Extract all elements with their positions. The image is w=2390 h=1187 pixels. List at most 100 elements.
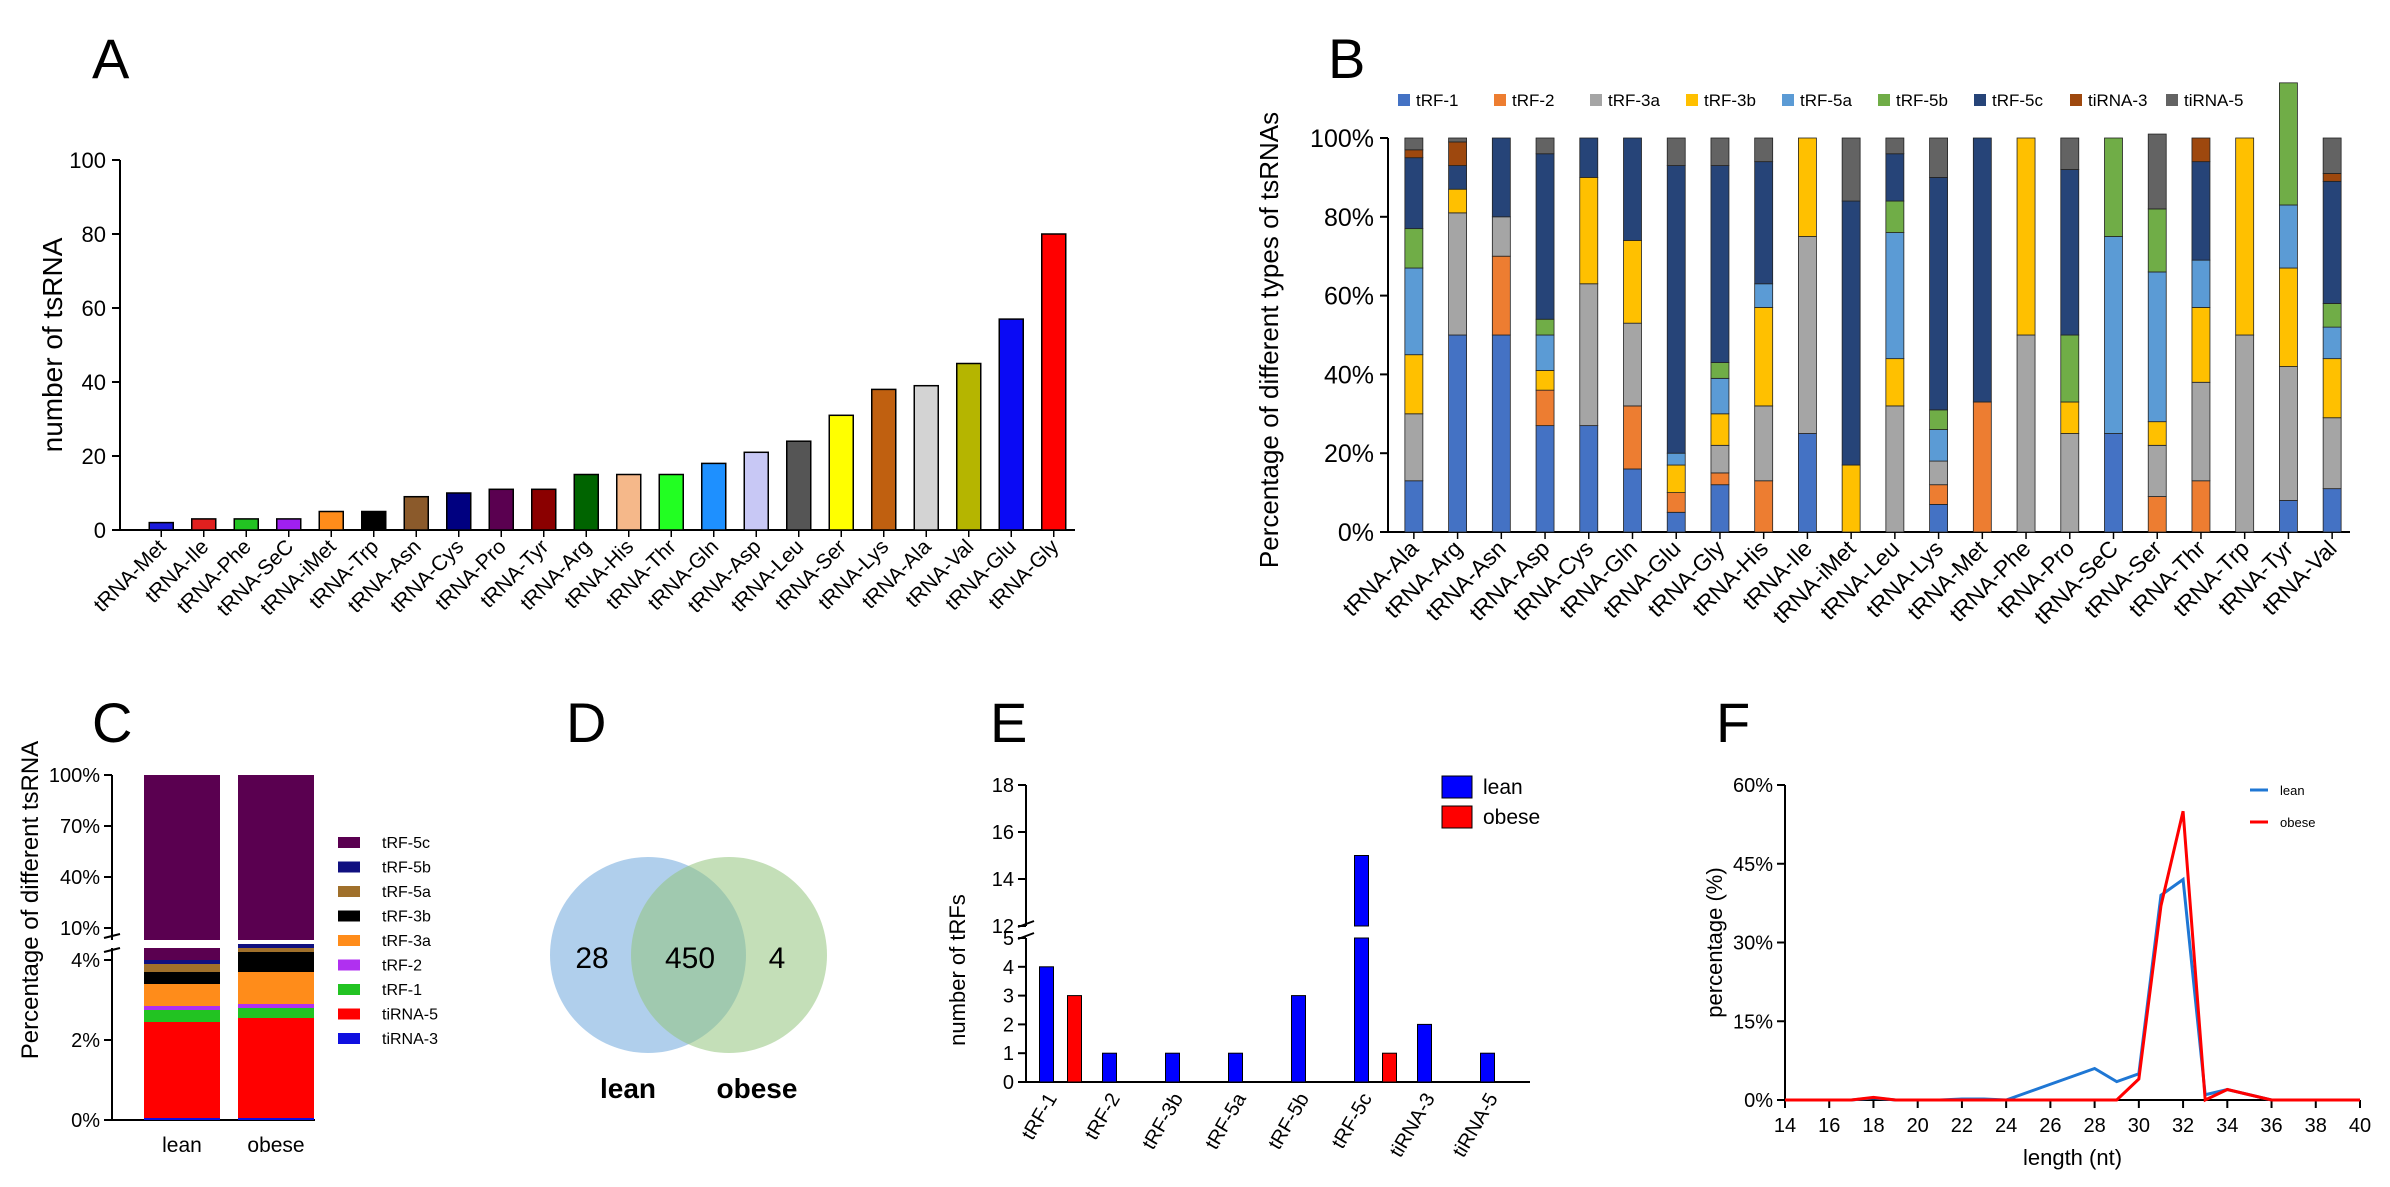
x-tick-label: tiRNA-3 [1386,1090,1440,1162]
y-tick-label: 20% [1324,440,1374,468]
stack-segment [144,984,220,1006]
stack-segment [1666,452,1686,466]
stack-segment [1798,433,1817,533]
stack-segment [1710,484,1730,533]
legend-swatch [1782,94,1794,106]
stack-segment [1623,405,1642,470]
y-axis-title: number of tsRNA [37,237,68,452]
panel-f: 0% 15% 30% 45% 60% 14 16 18 20 22 24 26 28 30 32 34 36 38… [1702,775,2371,1170]
x-tick-label: 24 [1995,1115,2017,1137]
legend-swatch [338,984,360,995]
stack-segment [1929,429,1948,462]
stack-segment [1491,216,1511,257]
panel-d: 28 450 4 lean obese [550,857,827,1104]
bar [361,510,387,531]
panel-label-a: A [92,27,130,90]
stack-segment [2147,496,2167,533]
stack-segment [144,948,220,960]
y-tick-label: 40% [1324,361,1374,389]
stack-segment [2191,307,2211,383]
bar [1039,966,1054,1083]
bar [488,488,514,531]
stack-segment [238,952,314,972]
x-tick-label: 28 [2083,1115,2105,1137]
stack-segment [1754,480,1774,533]
x-tick-label: 30 [2128,1115,2150,1137]
bar [743,451,769,531]
panel-a: 020406080100tRNA-MettRNA-IletRNA-PhetRNA… [37,148,1075,621]
bar [403,495,429,531]
stack-segment [1710,444,1730,474]
legend-swatch [2166,94,2178,106]
bar [616,473,642,531]
y-tick-label: 15% [1733,1011,1773,1033]
y-tick-label: 100 [69,148,106,173]
y-tick-label: 100% [49,765,100,787]
stack-segment [1929,504,1948,533]
stack-segment [1535,425,1555,533]
y-tick-label: 40 [82,370,106,395]
y-tick-label: 4% [71,950,100,972]
stack-segment [1623,322,1642,407]
y-tick-label: 20 [82,444,106,469]
stack-segment [2322,180,2342,304]
y-tick-label: 60 [82,296,106,321]
panel-label-f: F [1716,691,1750,754]
stack-segment [2191,480,2211,533]
stack-segment [1710,377,1730,415]
legend-swatch [338,837,360,848]
y-tick-label: 12 [992,916,1014,938]
legend-swatch [1590,94,1602,106]
x-tick-label: 34 [2216,1115,2238,1137]
legend-label: lean [1483,776,1523,799]
legend-swatch [338,1008,360,1020]
stack-segment [2322,326,2342,360]
stack-segment [1710,137,1730,166]
stack-segment [1579,425,1599,533]
bar [956,362,982,531]
bar [1291,995,1306,1083]
bar [446,492,472,531]
stack-segment [1535,389,1555,427]
stack-segment [238,1018,314,1118]
stack-segment [1404,228,1424,269]
stack-segment [238,972,314,1004]
stack-segment [1841,200,1861,466]
legend-label: tRF-3b [1704,91,1756,110]
x-tick-label: tRF-5b [1264,1090,1314,1154]
x-tick-label: lean [162,1134,202,1157]
stack-segment [1579,283,1599,427]
stack-segment [1754,283,1774,308]
stack-segment [1929,137,1948,178]
stack-segment [2147,208,2167,273]
panel-c: 0% 2% 4% 10% 40% 70% 100% lean obese tRF-5c tRF-5b… [17,741,438,1157]
y-tick-label: 3 [1003,986,1014,1008]
stack-segment [1929,176,1948,411]
y-tick-label: 60% [1324,283,1374,311]
stack-segment [1754,307,1774,407]
legend-label: tiRNA-5 [2184,91,2244,110]
bar [1041,233,1067,531]
bar [786,440,812,531]
venn-count-obese-only: 4 [769,942,786,975]
legend-swatch [338,959,360,971]
y-tick-label: 70% [60,816,100,838]
y-tick-label: 0% [1338,519,1374,547]
panel-label-d: D [566,691,606,754]
stack-segment [1404,137,1424,151]
axis-break-mark [103,947,121,953]
stack-segment [1885,137,1905,155]
stack-segment [1666,165,1686,454]
stack-segment [1798,236,1817,434]
y-axis-title: percentage (%) [1702,867,1727,1017]
venn-count-lean-only: 28 [575,942,608,975]
stack-segment [1710,165,1730,363]
stack-segment [1623,468,1642,533]
stack-segment [1535,334,1555,371]
y-tick-label: 10% [60,918,100,940]
legend-label: obese [2280,815,2315,830]
stack-segment [2279,82,2298,206]
legend-swatch [1441,775,1473,799]
stack-segment [144,1006,220,1010]
stack-segment [1404,354,1424,415]
